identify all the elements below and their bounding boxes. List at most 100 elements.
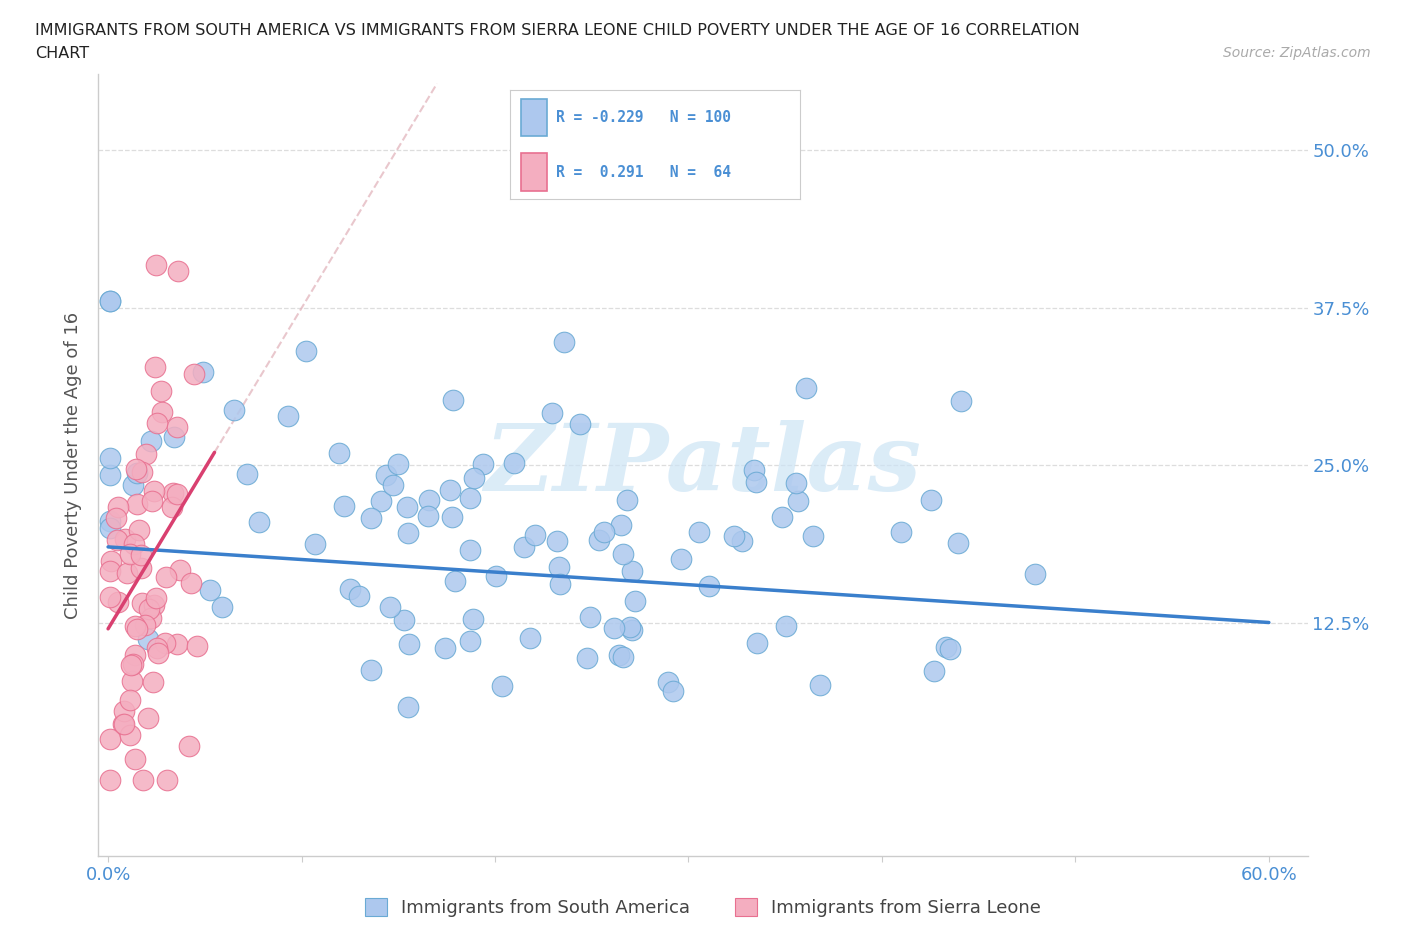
Point	[121, 674, 143, 689]
Point	[183, 366, 205, 381]
Point	[593, 525, 616, 539]
Point	[697, 578, 720, 593]
Point	[107, 500, 129, 515]
Point	[396, 699, 419, 714]
Point	[191, 365, 214, 379]
Point	[153, 636, 176, 651]
Point	[920, 492, 942, 507]
Point	[141, 494, 163, 509]
Point	[107, 595, 129, 610]
Point	[104, 511, 127, 525]
Point	[166, 636, 188, 651]
Point	[146, 645, 169, 660]
Point	[277, 408, 299, 423]
Point	[247, 514, 270, 529]
Point	[612, 650, 634, 665]
Point	[458, 491, 481, 506]
Point	[657, 674, 679, 689]
Point	[128, 523, 150, 538]
Point	[485, 569, 508, 584]
Point	[98, 513, 121, 528]
Point	[146, 416, 169, 431]
Point	[770, 510, 793, 525]
Point	[135, 446, 157, 461]
Point	[124, 618, 146, 633]
Point	[295, 343, 318, 358]
Point	[360, 663, 382, 678]
Point	[360, 511, 382, 525]
Point	[396, 525, 419, 540]
Point	[503, 456, 526, 471]
Point	[98, 589, 121, 604]
Point	[785, 475, 807, 490]
Point	[125, 461, 148, 476]
Point	[392, 613, 415, 628]
Point	[120, 658, 142, 673]
Point	[546, 534, 568, 549]
Point	[688, 525, 710, 540]
Point	[160, 499, 183, 514]
Point	[139, 611, 162, 626]
Point	[619, 619, 641, 634]
Point	[142, 674, 165, 689]
Point	[603, 621, 626, 636]
Point	[730, 534, 752, 549]
Point	[375, 468, 398, 483]
Point	[132, 773, 155, 788]
Point	[669, 551, 692, 566]
Point	[98, 468, 121, 483]
Point	[122, 537, 145, 551]
Point	[380, 600, 402, 615]
Point	[118, 692, 141, 707]
Point	[118, 727, 141, 742]
Point	[127, 466, 149, 481]
Point	[463, 471, 485, 485]
Point	[579, 610, 602, 625]
Point	[145, 258, 167, 272]
Point	[513, 539, 536, 554]
Point	[382, 478, 405, 493]
Point	[131, 547, 153, 562]
Point	[458, 543, 481, 558]
Point	[100, 553, 122, 568]
Point	[163, 430, 186, 445]
Point	[620, 564, 643, 578]
Point	[524, 528, 547, 543]
Text: Source: ZipAtlas.com: Source: ZipAtlas.com	[1223, 46, 1371, 60]
Point	[801, 528, 824, 543]
Point	[553, 334, 575, 349]
Point	[143, 360, 166, 375]
Point	[1024, 567, 1046, 582]
Point	[370, 493, 392, 508]
Point	[145, 591, 167, 606]
Point	[569, 417, 592, 432]
Point	[443, 573, 465, 588]
Point	[939, 642, 962, 657]
Point	[141, 433, 163, 448]
Point	[98, 294, 121, 309]
Point	[131, 465, 153, 480]
Point	[610, 517, 633, 532]
Text: IMMIGRANTS FROM SOUTH AMERICA VS IMMIGRANTS FROM SIERRA LEONE CHILD POVERTY UNDE: IMMIGRANTS FROM SOUTH AMERICA VS IMMIGRA…	[35, 23, 1080, 38]
Point	[548, 577, 571, 591]
Point	[198, 583, 221, 598]
Point	[387, 457, 409, 472]
Point	[461, 612, 484, 627]
Point	[124, 647, 146, 662]
Point	[491, 679, 513, 694]
Point	[935, 640, 957, 655]
Point	[98, 564, 121, 578]
Point	[472, 457, 495, 472]
Point	[179, 738, 201, 753]
Point	[946, 536, 969, 551]
Point	[808, 677, 831, 692]
Point	[138, 711, 160, 725]
Point	[775, 619, 797, 634]
Point	[211, 599, 233, 614]
Point	[98, 451, 121, 466]
Point	[146, 641, 169, 656]
Point	[398, 637, 420, 652]
Point	[794, 380, 817, 395]
Point	[328, 445, 350, 460]
Point	[138, 602, 160, 617]
